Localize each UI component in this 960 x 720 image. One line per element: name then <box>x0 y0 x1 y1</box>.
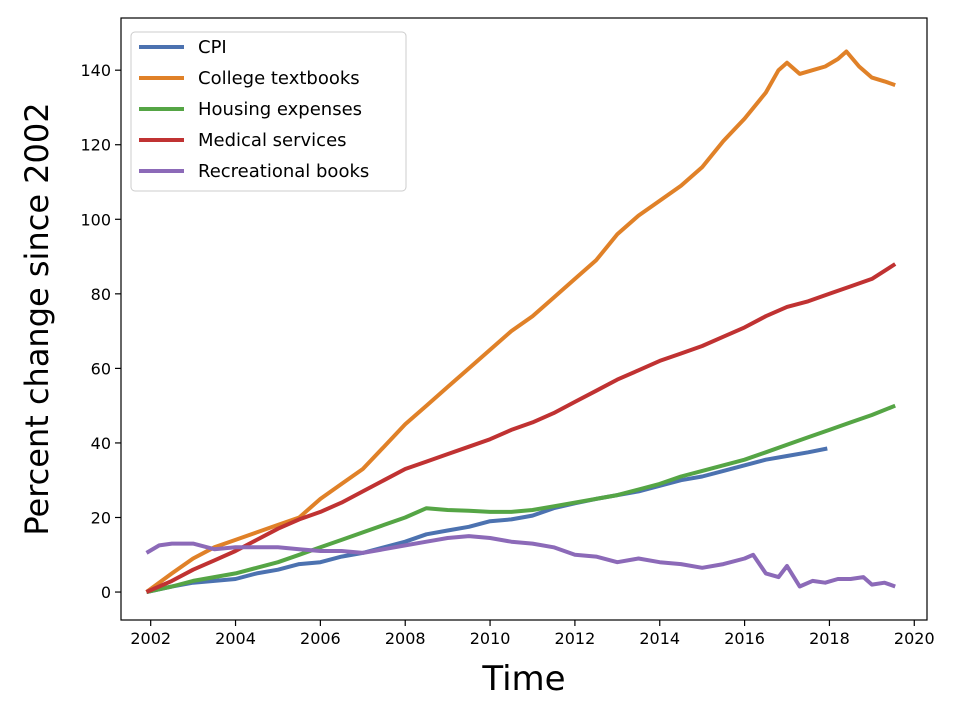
plot-frame <box>120 17 928 621</box>
series-line-cpi <box>146 446 828 594</box>
legend-label-cpi: CPI <box>198 37 227 58</box>
series-layer <box>145 49 897 594</box>
legend-label-medical-services: Medical services <box>198 130 347 151</box>
legend-label-recreational-books: Recreational books <box>198 161 369 182</box>
x-tick-label: 2018 <box>809 629 850 648</box>
y-axis: 0 20 40 60 80 100 120 140 <box>80 61 121 602</box>
y-tick-label: 60 <box>91 359 111 378</box>
y-axis-title: Percent change since 2002 <box>18 102 56 535</box>
x-tick-label: 2004 <box>215 629 256 648</box>
y-tick-label: 140 <box>80 61 111 80</box>
y-tick-label: 120 <box>80 136 111 155</box>
series-line-college-textbooks <box>145 49 896 594</box>
x-tick-label: 2016 <box>724 629 765 648</box>
series-line-housing-expenses <box>146 403 896 594</box>
y-tick-label: 0 <box>101 583 111 602</box>
x-tick-label: 2002 <box>130 629 171 648</box>
x-tick-label: 2006 <box>300 629 341 648</box>
legend-box <box>130 31 407 192</box>
x-tick-label: 2010 <box>470 629 511 648</box>
y-tick-label: 100 <box>80 210 111 229</box>
x-axis: 2002 2004 2006 2008 2010 2012 2014 2016 2018 2020 <box>130 620 935 648</box>
y-tick-label: 40 <box>91 434 111 453</box>
x-tick-label: 2012 <box>555 629 596 648</box>
x-axis-title: Time <box>481 659 565 699</box>
legend: CPI College textbooks Housing expenses Medi… <box>130 31 407 192</box>
y-tick-label: 80 <box>91 285 111 304</box>
legend-label-housing-expenses: Housing expenses <box>198 99 362 120</box>
series-line-recreational-books <box>145 534 896 589</box>
x-tick-label: 2014 <box>639 629 680 648</box>
series-line-medical-services <box>145 262 897 594</box>
x-tick-label: 2020 <box>894 629 935 648</box>
x-tick-label: 2008 <box>385 629 426 648</box>
legend-label-college-textbooks: College textbooks <box>198 68 360 89</box>
y-tick-label: 20 <box>91 508 111 527</box>
